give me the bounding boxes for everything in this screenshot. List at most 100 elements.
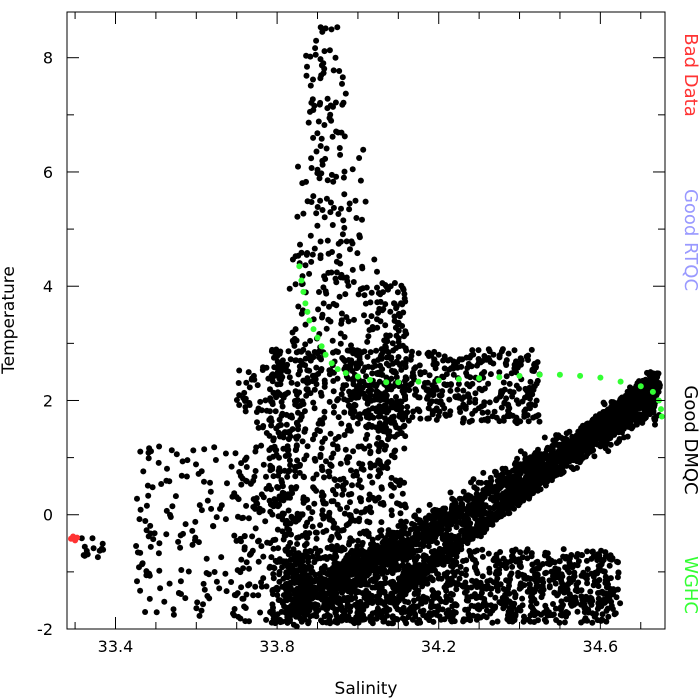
dmqc-point [533,600,540,607]
dmqc-point [326,398,333,405]
dmqc-point [605,448,612,455]
dmqc-point [607,552,614,559]
dmqc-point [318,366,325,372]
dmqc-point [403,566,410,573]
dmqc-point [395,566,402,573]
dmqc-point [358,547,365,554]
dmqc-point [423,613,430,619]
dmqc-point [426,575,433,582]
dmqc-point [615,569,622,576]
dmqc-point [575,436,582,443]
dmqc-point [444,537,451,544]
dmqc-point [382,575,389,582]
dmqc-point [463,616,470,623]
dmqc-point [402,541,409,548]
dmqc-point [527,459,534,466]
dmqc-point [457,563,464,570]
dmqc-point [498,600,505,607]
dmqc-point [614,558,620,565]
dmqc-point [512,594,519,601]
dmqc-point [316,570,323,577]
dmqc-point [401,501,408,508]
dmqc-point [357,530,364,537]
dmqc-point [468,479,474,486]
dmqc-point [611,611,618,618]
dmqc-point [304,534,311,541]
dmqc-point [347,499,353,506]
dmqc-point [558,460,565,467]
dmqc-point [537,474,544,480]
dmqc-point [599,588,606,595]
dmqc-point [506,473,512,480]
dmqc-point [359,539,366,546]
dmqc-point [294,381,301,388]
dmqc-point [563,553,570,560]
dmqc-point [495,508,502,515]
dmqc-point [542,482,549,489]
dmqc-point [505,608,512,615]
dmqc-point [335,414,342,421]
dmqc-point [521,613,527,620]
dmqc-point [553,432,560,439]
dmqc-point [444,526,451,533]
dmqc-point [481,510,488,517]
dmqc-point [304,443,311,450]
dmqc-point [396,501,403,507]
dmqc-point [440,557,447,564]
dmqc-point [312,604,319,611]
dmqc-point [339,613,346,620]
dmqc-point [359,564,366,571]
dmqc-point [542,465,549,472]
dmqc-point [384,538,390,545]
dmqc-point [359,616,366,623]
dmqc-point [578,619,585,626]
dmqc-point [515,556,522,563]
dmqc-point [285,348,292,355]
dmqc-point [521,460,528,467]
dmqc-point [367,450,374,457]
dmqc-point [378,485,385,492]
dmqc-point [312,457,319,464]
dmqc-point [318,445,325,452]
dmqc-point [344,504,350,511]
dmqc-point [595,595,602,602]
dmqc-point [637,405,643,412]
dmqc-point [328,534,335,541]
dmqc-point [318,617,324,624]
dmqc-point [341,595,348,601]
dmqc-point [591,613,598,620]
dmqc-point [411,522,418,528]
dmqc-point [581,442,588,449]
dmqc-point [519,595,526,602]
dmqc-point [362,530,369,537]
dmqc-point [401,445,408,452]
dmqc-point [347,603,354,610]
dmqc-point [551,451,558,458]
dmqc-point [620,408,627,415]
dmqc-point [584,566,591,573]
dmqc-point [326,511,333,518]
dmqc-point [546,561,553,568]
dmqc-point [534,465,541,472]
dmqc-point [481,494,488,500]
dmqc-point [303,392,310,399]
dmqc-point [412,583,419,589]
dmqc-point [577,429,584,436]
dmqc-point [608,598,615,605]
dmqc-point [276,465,283,472]
dmqc-point [341,557,348,564]
dmqc-point [321,408,328,415]
dmqc-point [361,348,368,355]
dmqc-point [650,373,657,380]
dmqc-point [327,461,334,468]
dmqc-point [542,549,549,556]
dmqc-point [452,580,459,587]
dmqc-point [445,607,452,614]
dmqc-point [346,454,353,461]
dmqc-point [597,562,604,569]
dmqc-point [575,579,582,586]
dmqc-point [568,598,575,605]
dmqc-point [317,428,323,435]
dmqc-point [592,424,599,431]
dmqc-point [426,501,433,508]
